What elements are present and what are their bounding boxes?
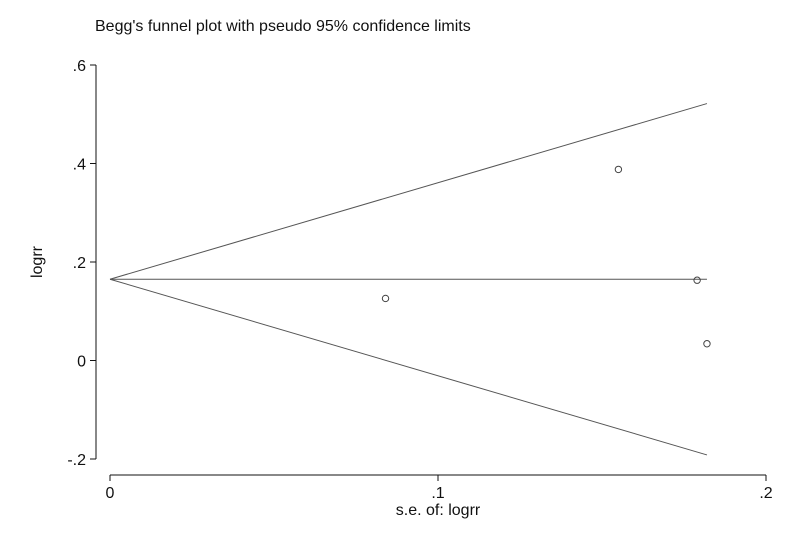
x-axis-label: s.e. of: logrr — [396, 502, 481, 519]
axes: -.2 0 .2 .4 .6 0 .1 .2 — [67, 58, 772, 502]
data-point — [693, 276, 701, 284]
chart-title: Begg's funnel plot with pseudo 95% confi… — [95, 18, 471, 35]
y-tick-label: .6 — [73, 58, 86, 75]
data-point — [381, 294, 390, 303]
data-point — [614, 165, 623, 174]
funnel-lines — [109, 103, 708, 456]
x-tick-label: .1 — [431, 485, 444, 502]
data-point — [703, 340, 711, 348]
lower-limit-line — [109, 278, 708, 456]
y-axis-label: logrr — [29, 245, 46, 278]
x-tick-label: 0 — [106, 485, 115, 502]
x-tick-label: .2 — [759, 485, 772, 502]
y-tick-label: .4 — [73, 157, 86, 174]
y-tick-label: -.2 — [67, 452, 86, 469]
data-points — [381, 165, 711, 348]
upper-limit-line — [109, 103, 708, 280]
y-tick-label: 0 — [77, 354, 86, 371]
y-tick-label: .2 — [73, 255, 86, 272]
